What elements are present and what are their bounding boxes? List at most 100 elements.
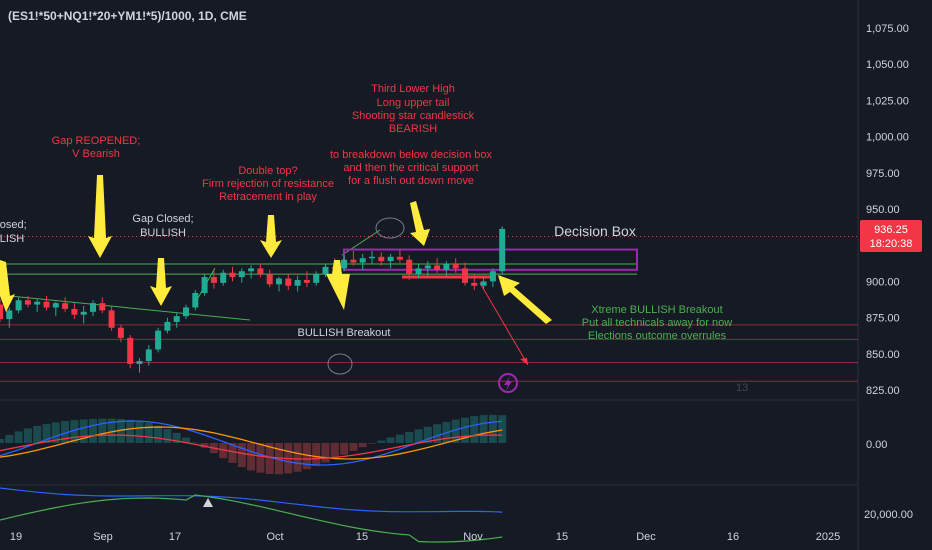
arrow-double-top xyxy=(260,215,282,258)
candle-body-27 xyxy=(248,268,255,272)
time-tick-7: Dec xyxy=(636,531,656,543)
indicator2-marker xyxy=(203,498,213,507)
histogram-bar-52 xyxy=(479,415,488,443)
candle-body-1 xyxy=(6,310,13,320)
candle-body-42 xyxy=(387,256,394,262)
lightning-glyph xyxy=(504,376,512,391)
breakdown-line3: for a flush out down move xyxy=(348,175,474,187)
histogram-bar-24 xyxy=(219,443,228,459)
candle-body-15 xyxy=(136,361,143,364)
histogram-bar-16 xyxy=(144,423,153,443)
symbol-header[interactable]: (ES1!*50+NQ1!*20+YM1!*5)/1000, 1D, CME xyxy=(8,9,247,23)
candle-body-14 xyxy=(127,337,134,364)
candle-body-28 xyxy=(257,268,264,275)
histogram-bar-18 xyxy=(163,428,172,443)
bullish-breakout-label: BULLISH Breakout xyxy=(298,327,391,339)
time-tick-5: Nov xyxy=(463,531,483,543)
histogram-bar-50 xyxy=(461,417,469,443)
candle-body-44 xyxy=(406,259,413,275)
histogram-bar-6 xyxy=(51,422,60,443)
indicator2-line-blue xyxy=(0,487,503,513)
price-tick-3: 1,000.00 xyxy=(866,132,909,144)
price-tick-10: 825.00 xyxy=(866,385,900,397)
price-tick-4: 975.00 xyxy=(866,168,900,180)
candle-body-30 xyxy=(276,278,282,285)
candle-body-7 xyxy=(62,303,69,309)
candle-body-46 xyxy=(424,265,431,269)
histogram-bar-20 xyxy=(182,437,190,443)
double-top-line1: Double top? xyxy=(238,165,297,177)
histogram-bar-22 xyxy=(200,443,209,448)
xtreme-line2: Put all technicals away for now xyxy=(582,317,732,329)
time-tick-2: 17 xyxy=(169,531,181,543)
arrow-xtreme-breakout xyxy=(498,275,552,324)
candle-body-50 xyxy=(462,268,468,283)
candle-body-18 xyxy=(164,321,171,331)
gap-reopened-line2: V Bearish xyxy=(72,148,120,160)
histogram-bar-38 xyxy=(349,443,358,451)
histogram-bar-3 xyxy=(23,428,32,443)
price-axis[interactable]: 1,075.00 1,050.00 1,025.00 1,000.00 975.00 95… xyxy=(866,23,909,397)
arrow-third-lower-high xyxy=(410,201,430,246)
histogram-bar-7 xyxy=(61,421,70,443)
candle-body-20 xyxy=(183,307,189,317)
highlight-circle-bottom xyxy=(327,353,353,375)
candle-body-16 xyxy=(145,349,152,362)
candle-body-53 xyxy=(489,271,496,282)
histogram-bar-34 xyxy=(312,443,321,466)
alert-lightning-icon[interactable] xyxy=(498,373,518,393)
breakout-arrow-mid xyxy=(341,229,381,256)
histogram-bar-13 xyxy=(116,419,125,443)
candle-body-40 xyxy=(369,256,375,259)
horizontal-levels xyxy=(0,236,858,382)
indicator2-tick: 20,000.00 xyxy=(864,509,913,521)
price-tick-8: 875.00 xyxy=(866,313,900,325)
last-price-value: 936.25 xyxy=(874,224,908,236)
third-lower-high-line1: Third Lower High xyxy=(371,83,455,95)
candle-body-29 xyxy=(266,274,273,285)
xtreme-line1: Xtreme BULLISH Breakout xyxy=(591,304,722,316)
gap-closed-line2: BULLISH xyxy=(140,227,186,239)
price-tick-1: 1,050.00 xyxy=(866,59,909,71)
candle-body-0 xyxy=(0,304,3,320)
price-tick-5: 950.00 xyxy=(866,204,900,216)
indicator2-line-green xyxy=(0,494,503,543)
third-lower-high-line4: BEARISH xyxy=(389,123,437,135)
histogram-bar-25 xyxy=(228,443,237,463)
descending-trendline xyxy=(0,294,251,321)
highlight-circle-top xyxy=(375,217,405,239)
arrow-gap-closed xyxy=(150,258,172,306)
candle-body-26 xyxy=(238,271,245,278)
projection-arrowhead xyxy=(520,358,528,365)
histogram-bar-10 xyxy=(89,418,97,443)
candle-body-37 xyxy=(341,259,348,269)
time-tick-0: 19 xyxy=(10,531,22,543)
gap-reopened-line1: Gap REOPENED; xyxy=(52,135,141,147)
histogram-bar-41 xyxy=(377,440,386,443)
candle-body-23 xyxy=(210,277,217,283)
indicator1-zero-tick: 0.00 xyxy=(866,439,887,451)
time-axis[interactable]: 19 Sep 17 Oct 15 Nov 15 Dec 16 2025 xyxy=(10,531,840,543)
histogram-bar-54 xyxy=(498,415,507,443)
histogram-bar-17 xyxy=(154,425,163,443)
histogram-bar-49 xyxy=(451,419,460,443)
breakdown-line2: and then the critical support xyxy=(343,162,478,174)
histogram-bar-46 xyxy=(423,426,432,443)
candle-body-10 xyxy=(90,303,96,312)
candle-body-22 xyxy=(201,277,208,293)
candle-body-45 xyxy=(415,268,422,275)
histogram-bar-4 xyxy=(33,425,42,443)
candle-body-41 xyxy=(378,256,385,262)
double-top-line3: Retracement in play xyxy=(219,191,317,203)
arrow-bullish-breakout xyxy=(326,260,350,310)
candle-body-21 xyxy=(192,292,199,308)
histogram-bar-45 xyxy=(414,429,423,443)
histogram-bar-11 xyxy=(98,418,107,443)
histogram-bar-29 xyxy=(265,443,274,475)
xtreme-line3: Elections outcome overrules xyxy=(588,330,727,342)
candle-body-6 xyxy=(52,303,59,308)
arrow-left-edge xyxy=(0,260,15,312)
candle-body-39 xyxy=(359,258,366,263)
histogram-bar-19 xyxy=(172,432,181,443)
